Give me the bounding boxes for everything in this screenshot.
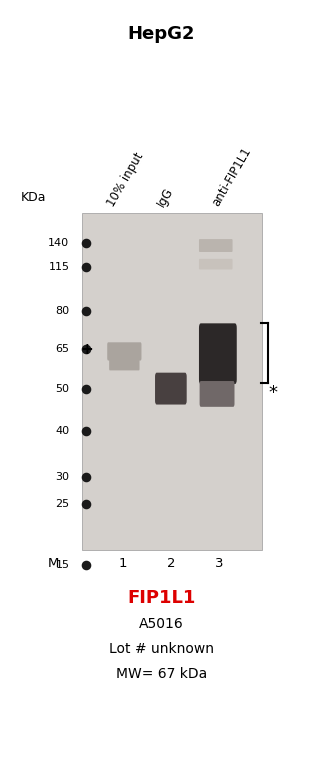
Point: [83, 343, 88, 355]
FancyBboxPatch shape: [155, 373, 187, 405]
Point: [83, 559, 88, 572]
FancyBboxPatch shape: [199, 323, 237, 384]
Text: KDa: KDa: [21, 191, 47, 204]
Point: [83, 471, 88, 483]
Point: [83, 305, 88, 317]
FancyBboxPatch shape: [199, 259, 233, 269]
Text: 25: 25: [55, 499, 69, 509]
Text: 65: 65: [56, 344, 69, 354]
Text: 30: 30: [56, 471, 69, 482]
Point: [83, 425, 88, 437]
Text: 15: 15: [56, 560, 69, 571]
Text: 80: 80: [55, 306, 69, 317]
Text: 2: 2: [167, 556, 175, 570]
Text: 10% input: 10% input: [105, 150, 146, 209]
Text: +: +: [81, 342, 94, 357]
FancyBboxPatch shape: [199, 239, 233, 252]
Text: HepG2: HepG2: [128, 25, 195, 43]
Text: 3: 3: [215, 556, 224, 570]
Point: [83, 237, 88, 249]
Point: [83, 383, 88, 395]
Text: 50: 50: [56, 383, 69, 394]
Text: 115: 115: [48, 262, 69, 272]
Text: *: *: [268, 384, 277, 402]
Text: Lot # unknown: Lot # unknown: [109, 642, 214, 656]
FancyBboxPatch shape: [200, 381, 234, 407]
Text: MW= 67 kDa: MW= 67 kDa: [116, 667, 207, 681]
Bar: [82, 213, 262, 550]
Point: [83, 498, 88, 510]
Text: A5016: A5016: [139, 617, 184, 631]
FancyBboxPatch shape: [109, 357, 140, 370]
Text: anti-FIP1L1: anti-FIP1L1: [210, 145, 254, 209]
Text: 1: 1: [119, 556, 127, 570]
Text: M: M: [47, 556, 59, 570]
Text: FIP1L1: FIP1L1: [127, 589, 196, 607]
Text: 140: 140: [48, 238, 69, 248]
Text: 40: 40: [55, 426, 69, 436]
Point: [83, 261, 88, 273]
Text: IgG: IgG: [155, 185, 176, 209]
FancyBboxPatch shape: [107, 342, 141, 361]
